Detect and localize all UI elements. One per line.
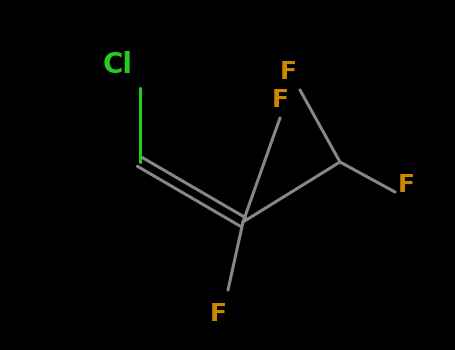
Text: F: F (209, 302, 227, 326)
Text: F: F (279, 60, 297, 84)
Text: Cl: Cl (103, 51, 133, 79)
Text: F: F (398, 173, 415, 197)
Text: F: F (272, 88, 289, 112)
